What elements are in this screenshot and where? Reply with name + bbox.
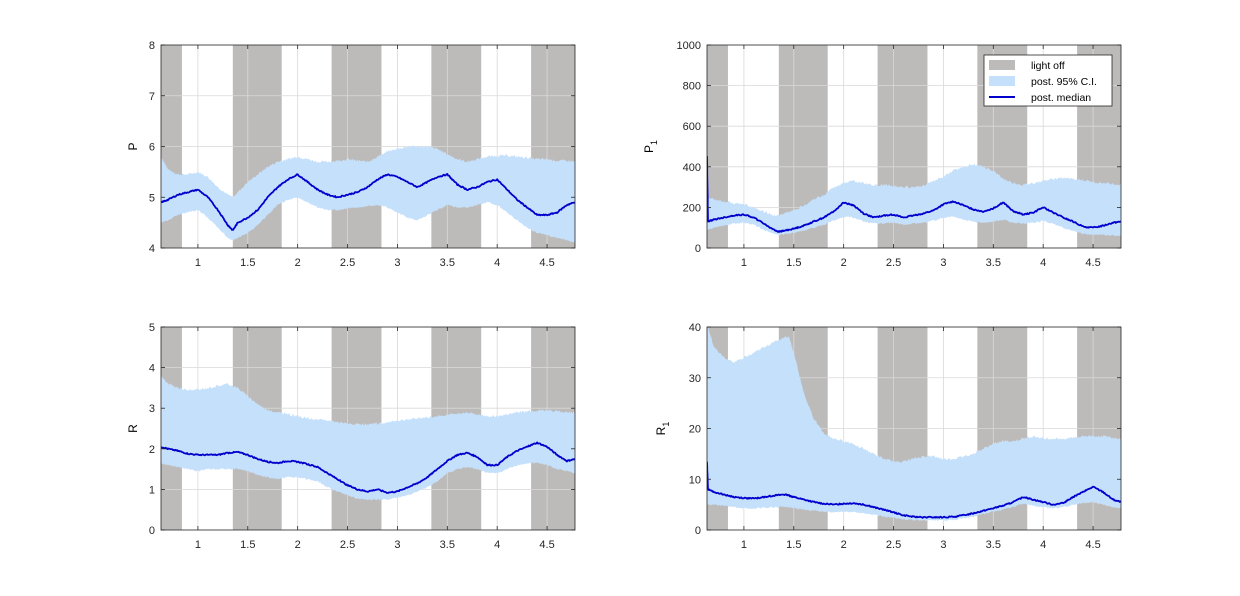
y-axis-label-main: R: [126, 424, 140, 433]
x-tick-label: 1: [741, 257, 747, 269]
y-tick-label: 10: [689, 474, 701, 486]
x-tick-label: 4: [494, 539, 500, 551]
light-off-band-1: [707, 45, 728, 248]
y-tick-label: 30: [689, 373, 701, 385]
plot-content: [707, 327, 1121, 530]
x-tick-label: 3: [394, 257, 400, 269]
y-tick-label: 5: [149, 192, 155, 204]
x-tick-label: 4: [1040, 257, 1046, 269]
y-axis-label-main: R: [654, 426, 668, 435]
ci-band: [161, 375, 575, 501]
x-tick-label: 1.5: [786, 539, 801, 551]
median-line: [161, 173, 575, 231]
y-tick-label: 0: [695, 243, 701, 255]
legend-swatch-ci: [989, 76, 1015, 86]
x-tick-label: 2: [295, 257, 301, 269]
x-tick-label: 2.5: [886, 257, 901, 269]
x-tick-label: 3.5: [440, 257, 455, 269]
x-tick-label: 1: [195, 257, 201, 269]
plot-content: [161, 327, 575, 530]
x-tick-label: 2.5: [340, 539, 355, 551]
y-axis-label: R1: [654, 422, 671, 436]
y-axis-label-main: P: [642, 145, 656, 153]
subplot-p: 1 1.5 2 2.5 3 3.5 4 4.5 4 5 6 7 8 P: [126, 40, 576, 269]
y-tick-label: 5: [149, 322, 155, 334]
subplot-r: 1 1.5 2 2.5 3 3.5 4 4.5 0 1 2 3 4 5 R: [126, 322, 576, 551]
x-tick-label: 4.5: [1085, 539, 1100, 551]
y-tick-label: 2: [149, 444, 155, 456]
y-tick-label: 6: [149, 142, 155, 154]
y-axis-label: R: [126, 424, 140, 433]
y-tick-label: 400: [683, 162, 701, 174]
x-tick-label: 4: [494, 257, 500, 269]
y-tick-label: 0: [149, 525, 155, 537]
legend-label-ci: post. 95% C.I.: [1031, 76, 1097, 88]
x-tick-label: 3: [394, 539, 400, 551]
x-tick-label: 1.5: [240, 539, 255, 551]
y-tick-label: 200: [683, 202, 701, 214]
y-tick-label: 8: [149, 40, 155, 52]
x-tick-label: 3.5: [440, 539, 455, 551]
y-tick-label: 800: [683, 81, 701, 93]
y-tick-label: 4: [149, 243, 155, 255]
y-tick-label: 600: [683, 121, 701, 133]
y-tick-label: 4: [149, 363, 155, 375]
y-tick-label: 1: [149, 484, 155, 496]
x-tick-label: 1: [195, 539, 201, 551]
y-tick-label: 0: [695, 525, 701, 537]
median-line: [707, 156, 1121, 233]
y-axis-label: P1: [642, 140, 659, 153]
plot-content: [161, 45, 575, 248]
x-tick-label: 3: [940, 539, 946, 551]
legend: light off post. 95% C.I. post. median: [983, 54, 1113, 107]
x-tick-label: 4.5: [539, 539, 554, 551]
y-tick-label: 7: [149, 91, 155, 103]
x-tick-label: 3: [940, 257, 946, 269]
ci-band: [161, 145, 575, 243]
y-tick-label: 20: [689, 424, 701, 436]
y-axis-label: P: [126, 142, 140, 150]
median-line: [161, 441, 575, 494]
ci-band: [707, 163, 1121, 237]
x-tick-label: 4.5: [539, 257, 554, 269]
x-tick-label: 4.5: [1085, 257, 1100, 269]
x-tick-label: 2.5: [886, 539, 901, 551]
x-tick-label: 4: [1040, 539, 1046, 551]
y-tick-label: 3: [149, 403, 155, 415]
x-tick-label: 3.5: [986, 257, 1001, 269]
x-tick-label: 2: [295, 539, 301, 551]
ci-band: [707, 327, 1121, 522]
x-tick-label: 2: [841, 539, 847, 551]
x-tick-label: 1.5: [786, 257, 801, 269]
y-axis-label-subscript: 1: [649, 140, 659, 145]
y-tick-label: 40: [689, 322, 701, 334]
legend-label-light-off: light off: [1031, 60, 1065, 72]
y-tick-label: 1000: [677, 40, 701, 52]
axes-box: [160, 326, 576, 531]
median-line: [707, 461, 1121, 519]
x-tick-label: 1.5: [240, 257, 255, 269]
legend-label-median: post. median: [1031, 92, 1091, 104]
legend-swatch-light-off: [989, 60, 1015, 70]
x-tick-label: 2.5: [340, 257, 355, 269]
y-axis-label-main: P: [126, 142, 140, 150]
x-tick-label: 1: [741, 539, 747, 551]
x-tick-label: 2: [841, 257, 847, 269]
x-tick-label: 3.5: [986, 539, 1001, 551]
axes-box: [706, 44, 1122, 249]
y-axis-label-subscript: 1: [661, 422, 671, 427]
